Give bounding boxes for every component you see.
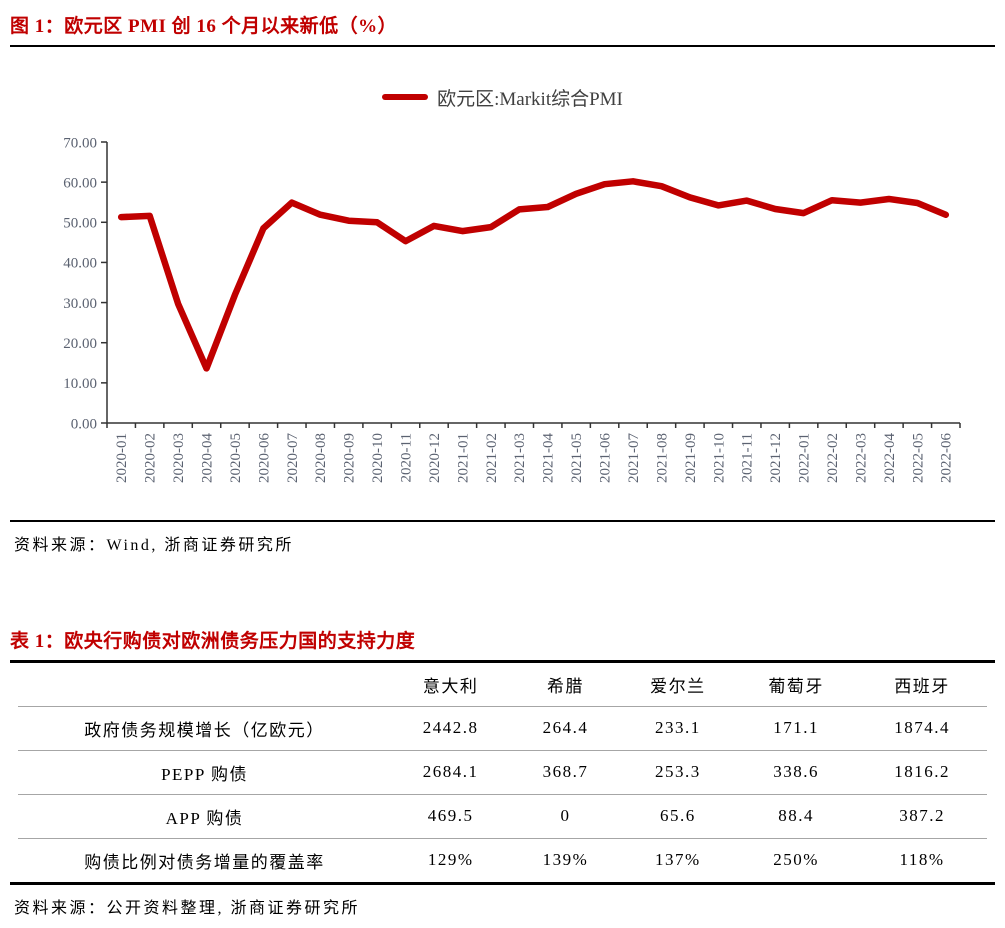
x-tick-label: 2021-09 <box>683 433 699 483</box>
y-tick-label: 20.00 <box>63 336 97 352</box>
table-cell: 2684.1 <box>391 750 511 795</box>
x-tick-label: 2021-10 <box>711 433 727 483</box>
row-label: APP 购债 <box>18 794 392 839</box>
x-tick-label: 2021-04 <box>541 433 557 483</box>
table-cell: 469.5 <box>391 794 511 839</box>
figure-title: 图 1：欧元区 PMI 创 16 个月以来新低（%） <box>10 16 398 37</box>
table-row: PEPP 购债 2684.1 368.7 253.3 338.6 1816.2 <box>18 750 987 795</box>
x-tick-label: 2020-01 <box>114 433 130 483</box>
table-col-header: 爱尔兰 <box>620 662 736 707</box>
x-tick-label: 2021-03 <box>512 433 528 483</box>
x-tick-label: 2020-04 <box>199 433 215 483</box>
table-cell: 137% <box>655 850 701 869</box>
table-top-rule <box>10 660 995 663</box>
x-tick-label: 2022-06 <box>939 433 955 483</box>
x-axis-labels: 2020-01 2020-02 2020-03 2020-04 2020-05 2020-… <box>114 433 955 483</box>
x-tick-label: 2020-09 <box>342 433 358 483</box>
x-tick-label: 2022-03 <box>853 433 869 483</box>
figure-section: 图 1：欧元区 PMI 创 16 个月以来新低（%） 欧元区:Markit综合P… <box>0 16 1005 554</box>
pmi-line-chart: 0.00 10.00 20.00 30.00 40.00 50.00 60.00 70.00 2… <box>63 135 961 483</box>
x-axis-ticks <box>106 423 961 428</box>
chart-legend: 欧元区:Markit综合PMI <box>0 87 1005 110</box>
figure-title-rule <box>10 45 995 47</box>
table-cell: 264.4 <box>510 706 621 751</box>
table-bottom-rule <box>10 881 995 885</box>
row-label: PEPP 购债 <box>18 750 392 795</box>
x-tick-label: 2020-06 <box>256 433 272 483</box>
table-cell: 129% <box>427 850 474 869</box>
table-row: APP 购债 469.5 0 65.6 88.4 387.2 <box>18 794 987 839</box>
y-tick-label: 30.00 <box>63 296 97 312</box>
y-tick-label: 60.00 <box>63 175 97 191</box>
table-source: 资料来源：公开资料整理, 浙商证券研究所 <box>14 899 361 917</box>
y-tick-label: 40.00 <box>63 256 97 272</box>
table-title: 表 1：欧央行购债对欧洲债务压力国的支持力度 <box>10 631 416 652</box>
table-row: 购债比例对债务增量的覆盖率 129% 139% 137% 250% 118% <box>18 838 987 882</box>
table-col-header: 葡萄牙 <box>735 662 858 707</box>
y-tick-label: 50.00 <box>63 216 97 232</box>
table-header-row: 意大利 希腊 爱尔兰 葡萄牙 西班牙 <box>18 662 987 707</box>
table-cell: 118% <box>899 850 945 869</box>
table-cell: 250% <box>773 850 819 869</box>
x-tick-label: 2021-05 <box>569 433 585 483</box>
table-cell: 387.2 <box>857 794 987 839</box>
row-label: 购债比例对债务增量的覆盖率 <box>84 852 325 872</box>
table-cell: 2442.8 <box>391 706 511 751</box>
y-tick-label: 0.00 <box>71 416 97 432</box>
table-cell: 1816.2 <box>857 750 987 795</box>
y-tick-label: 10.00 <box>63 376 97 392</box>
table-col-header: 意大利 <box>391 662 511 707</box>
support-table: 意大利 希腊 爱尔兰 葡萄牙 西班牙 政府债务规模增长（亿欧元） 2442.8 264.4 2… <box>18 662 987 882</box>
x-tick-label: 2021-08 <box>654 433 670 483</box>
table-cell: 0 <box>510 794 621 839</box>
x-tick-label: 2020-03 <box>171 433 187 483</box>
table-cell: 88.4 <box>735 794 858 839</box>
table-col-header: 希腊 <box>510 662 621 707</box>
table-col-header <box>18 662 392 707</box>
x-tick-label: 2020-10 <box>370 433 386 483</box>
y-tick-label: 70.00 <box>63 135 97 151</box>
table-col-header: 西班牙 <box>857 662 987 707</box>
x-tick-label: 2020-02 <box>143 433 159 483</box>
x-tick-label: 2022-02 <box>825 433 841 483</box>
table-cell: 65.6 <box>620 794 736 839</box>
table-cell: 368.7 <box>510 750 621 795</box>
table-cell: 253.3 <box>620 750 736 795</box>
x-tick-label: 2021-01 <box>455 433 471 483</box>
x-tick-label: 2020-05 <box>228 433 244 483</box>
x-tick-label: 2020-07 <box>285 433 301 483</box>
series-line-pmi <box>117 178 950 372</box>
table-cell: 233.1 <box>620 706 736 751</box>
table-cell: 139% <box>542 850 589 869</box>
x-tick-label: 2022-01 <box>797 433 813 483</box>
x-tick-label: 2021-06 <box>598 433 614 483</box>
table-section: 表 1：欧央行购债对欧洲债务压力国的支持力度 意大利 希腊 爱尔兰 葡萄牙 西班牙 政府… <box>0 615 1005 928</box>
x-tick-label: 2022-05 <box>910 433 926 483</box>
table-cell: 1874.4 <box>857 706 987 751</box>
x-tick-label: 2021-07 <box>626 433 642 483</box>
table-cell: 171.1 <box>735 706 858 751</box>
table-row: 政府债务规模增长（亿欧元） 2442.8 264.4 233.1 171.1 1874.4 <box>18 706 987 751</box>
x-tick-label: 2021-11 <box>740 433 756 482</box>
figure-source: 资料来源：Wind, 浙商证券研究所 <box>14 537 294 554</box>
legend-line-icon <box>382 94 429 100</box>
x-tick-label: 2020-12 <box>427 433 443 483</box>
report-page: { "accent_color": "#c00000", "chart_data… <box>0 16 1005 917</box>
y-axis-ticks: 0.00 10.00 20.00 30.00 40.00 50.00 60.00 70.00 <box>63 135 107 432</box>
x-tick-label: 2022-04 <box>882 433 898 483</box>
x-tick-label: 2020-08 <box>313 433 329 483</box>
axes <box>106 142 960 424</box>
x-tick-label: 2021-12 <box>768 433 784 483</box>
table-cell: 338.6 <box>735 750 858 795</box>
row-label: 政府债务规模增长（亿欧元） <box>18 706 392 751</box>
x-tick-label: 2021-02 <box>484 433 500 483</box>
figure-bottom-rule <box>10 520 995 522</box>
x-tick-label: 2020-11 <box>399 433 415 482</box>
legend-label: 欧元区:Markit综合PMI <box>437 88 623 110</box>
